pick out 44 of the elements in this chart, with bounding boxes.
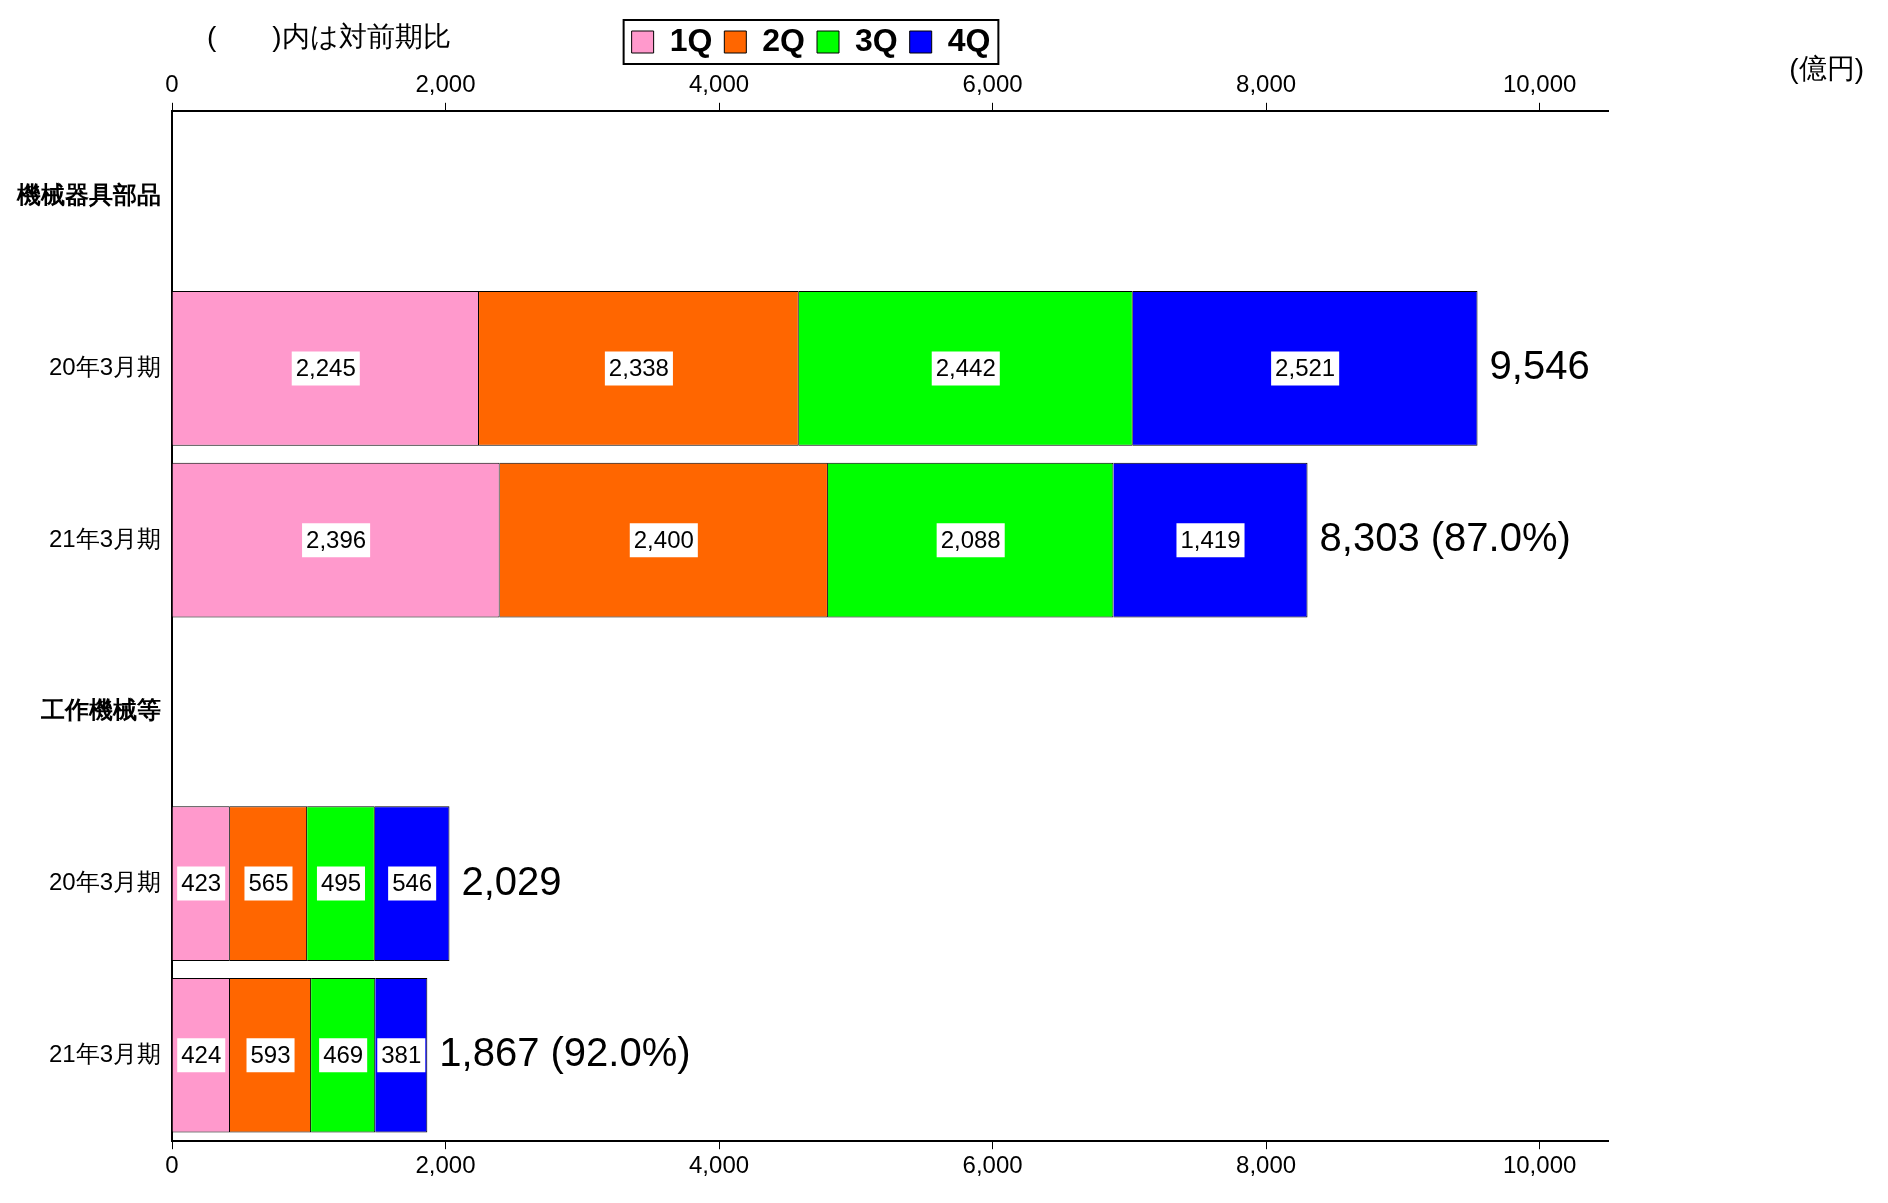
x-tick-label: 2,000 [415, 70, 476, 98]
total-label: 2,029 [461, 858, 562, 903]
text: ( )内は対前期比 [207, 20, 451, 52]
y-tick-label: 20年3月期 [48, 868, 161, 896]
legend-label: 4Q [947, 21, 991, 58]
x2-tick-label: 6,000 [962, 1151, 1023, 1179]
data-label: 495 [320, 869, 361, 897]
legend-label: 3Q [855, 21, 898, 58]
data-label: 2,396 [306, 525, 367, 553]
data-label: 2,521 [1275, 354, 1336, 382]
x-tick-label: 10,000 [1502, 70, 1577, 98]
x-tick-label: 8,000 [1236, 70, 1297, 98]
data-label: 2,400 [633, 525, 694, 553]
data-label: 546 [392, 869, 433, 897]
data-label: 593 [250, 1040, 291, 1068]
data-label: 2,245 [295, 354, 356, 382]
data-label: 2,338 [608, 354, 669, 382]
x2-tick-label: 10,000 [1502, 1151, 1577, 1179]
total-label: 9,546 [1489, 343, 1590, 388]
x-tick-label: 6,000 [962, 70, 1023, 98]
data-label: 381 [381, 1040, 422, 1068]
y-tick-label: 工作機械等 [40, 696, 161, 724]
x2-tick-label: 0 [165, 1151, 179, 1179]
data-label: 2,442 [935, 354, 996, 382]
text: (億円) [1789, 52, 1864, 84]
x2-tick-label: 2,000 [415, 1151, 476, 1179]
x2-tick-label: 8,000 [1236, 1151, 1297, 1179]
total-label: 8,303 (87.0%) [1319, 515, 1571, 560]
legend-label: 2Q [762, 21, 805, 58]
data-label: 423 [181, 869, 222, 897]
data-label: 1,419 [1180, 525, 1241, 553]
data-label: 469 [323, 1040, 364, 1068]
total-label: 1,867 (92.0%) [439, 1030, 691, 1075]
y-tick-label: 20年3月期 [48, 353, 161, 381]
legend-label: 1Q [669, 21, 713, 58]
y-tick-label: 21年3月期 [48, 1039, 161, 1067]
x2-tick-label: 4,000 [689, 1151, 750, 1179]
data-label: 565 [248, 869, 289, 897]
y-tick-label: 機械器具部品 [16, 181, 161, 209]
x-tick-label: 4,000 [689, 70, 750, 98]
data-label: 2,088 [940, 525, 1001, 553]
x-tick-label: 0 [165, 70, 179, 98]
y-tick-label: 21年3月期 [48, 524, 161, 552]
data-label: 424 [181, 1040, 222, 1068]
